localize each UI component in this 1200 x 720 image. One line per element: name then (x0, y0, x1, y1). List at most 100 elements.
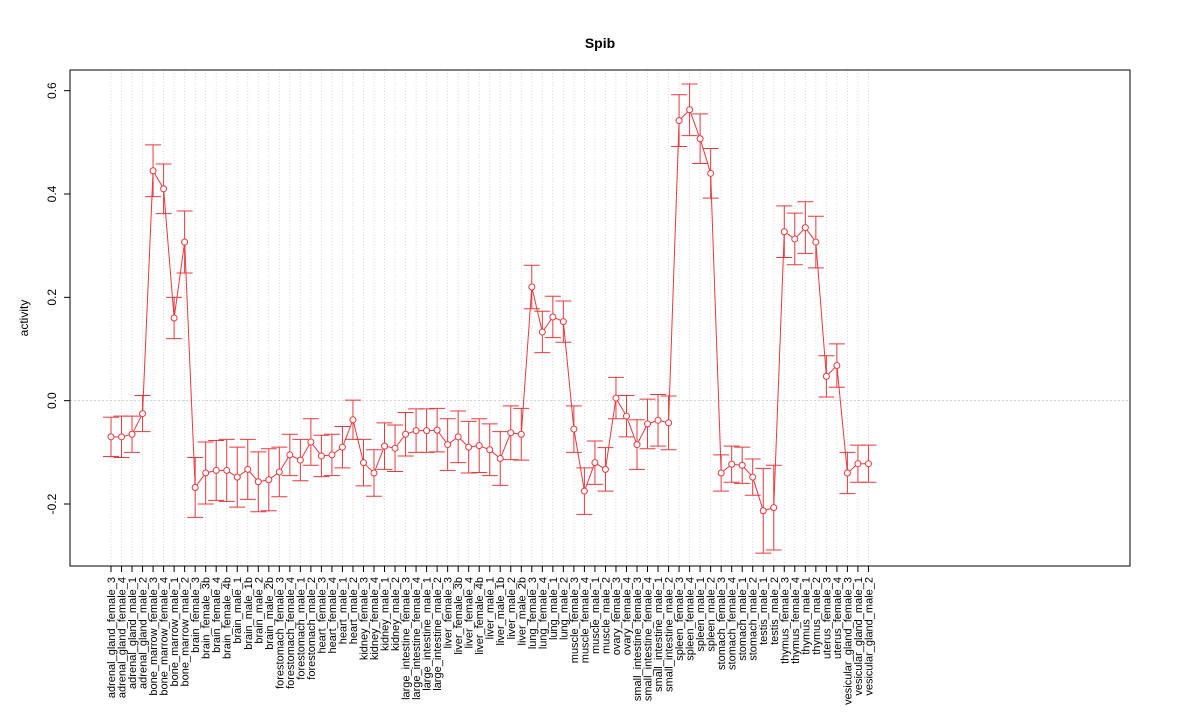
x-tick-label: bone_marrow_male_2 (180, 577, 192, 686)
data-point (538, 328, 546, 336)
x-tick-label: stomach_male_1 (737, 577, 749, 661)
x-tick-label: thymus_male_1 (800, 577, 812, 655)
data-point (275, 468, 283, 476)
data-point (591, 459, 599, 467)
data-point (717, 469, 725, 477)
x-tick-label: forestomach_male_2 (306, 577, 318, 680)
x-tick-label: vesicular_gland_male_2 (863, 577, 875, 696)
data-point (749, 473, 757, 481)
data-point (191, 483, 199, 491)
x-tick-label: spleen_female_3 (674, 577, 686, 661)
data-point (170, 314, 178, 322)
x-tick-label: forestomach_female_3 (274, 577, 286, 689)
data-point (770, 504, 778, 512)
x-tick-label: liver_male_1b (495, 577, 507, 645)
x-tick-label: stomach_female_3 (716, 577, 728, 670)
data-point (160, 185, 168, 193)
data-point (517, 430, 525, 438)
data-point (433, 426, 441, 434)
data-point (633, 441, 641, 449)
x-tick-label: ovary_female_3 (611, 577, 623, 655)
x-tick-label: adrenal_gland_female_3 (106, 577, 118, 698)
x-tick-label: lung_male_2 (558, 577, 570, 640)
x-tick-label: testis_male_1 (758, 577, 770, 645)
x-tick-label: liver_male_2b (516, 577, 528, 645)
x-tick-label: thymus_male_2 (811, 577, 823, 655)
x-tick-label: heart_male_2 (348, 577, 360, 644)
data-point (349, 416, 357, 424)
data-point (139, 410, 147, 418)
y-tick-label: 0.0 (45, 392, 59, 409)
data-point (223, 466, 231, 474)
data-point (665, 419, 673, 427)
data-point (181, 238, 189, 246)
x-tick-label: thymus_female_4 (790, 577, 802, 664)
x-tick-label: ovary_female_4 (621, 577, 633, 655)
x-tick-label: small_intestine_female_3 (632, 577, 644, 701)
data-point (654, 416, 662, 424)
x-tick-label: brain_male_1b (243, 577, 255, 650)
x-tick-label: liver_female_4b (474, 577, 486, 655)
data-point (812, 238, 820, 246)
y-tick-label: 0.6 (45, 82, 59, 99)
x-tick-label: uterus_female_3 (821, 577, 833, 659)
data-point (601, 465, 609, 473)
x-tick-label: small_intestine_male_2 (664, 577, 676, 692)
x-tick-label: brain_female_3b (201, 577, 213, 659)
data-point (570, 425, 578, 433)
x-tick-label: testis_male_2 (769, 577, 781, 645)
x-axis: adrenal_gland_female_3adrenal_gland_fema… (106, 566, 875, 705)
data-point (465, 443, 473, 451)
data-point (728, 460, 736, 468)
data-point (801, 224, 809, 232)
x-tick-label: kidney_female_4 (369, 577, 381, 660)
y-tick-label: 0.4 (45, 185, 59, 202)
data-point (696, 135, 704, 143)
x-tick-label: brain_female_4 (211, 577, 223, 653)
x-tick-label: bone_marrow_female_3 (148, 577, 160, 696)
x-tick-label: brain_male_2 (253, 577, 265, 644)
x-tick-label: lung_male_1 (548, 577, 560, 640)
data-point (738, 461, 746, 469)
data-point (286, 451, 294, 459)
data-point (423, 427, 431, 435)
data-point (707, 169, 715, 177)
x-tick-label: liver_female_3b (453, 577, 465, 655)
x-tick-label: large_intestine_female_4 (411, 577, 423, 700)
x-tick-label: small_intestine_female_4 (643, 577, 655, 701)
data-point (496, 455, 504, 463)
data-point (686, 106, 694, 114)
y-tick-label: -0.2 (45, 493, 59, 514)
data-point (644, 420, 652, 428)
x-tick-label: muscle_male_2 (600, 577, 612, 654)
y-tick-label: 0.2 (45, 289, 59, 306)
data-point (675, 117, 683, 125)
data-point (296, 456, 304, 464)
data-point (370, 469, 378, 477)
x-tick-label: kidney_male_1 (380, 577, 392, 651)
data-point (391, 444, 399, 452)
data-point (412, 427, 420, 435)
data-point (843, 469, 851, 477)
data-point (580, 487, 588, 495)
chart-title: Spib (585, 35, 615, 51)
data-point (307, 438, 315, 446)
data-point (381, 442, 389, 450)
data-point (402, 430, 410, 438)
x-tick-label: large_intestine_male_1 (422, 577, 434, 691)
x-tick-label: brain_male_1 (232, 577, 244, 644)
data-point (864, 460, 872, 468)
x-tick-label: forestomach_male_1 (295, 577, 307, 680)
x-tick-label: spleen_female_4 (685, 577, 697, 661)
x-tick-label: brain_female_3 (190, 577, 202, 653)
data-point (528, 283, 536, 291)
x-tick-label: large_intestine_female_3 (401, 577, 413, 700)
data-point (317, 452, 325, 460)
series-spib (103, 83, 877, 554)
x-tick-label: heart_female_3 (316, 577, 328, 653)
data-point (559, 318, 567, 326)
x-tick-label: heart_male_1 (337, 577, 349, 644)
data-point (759, 507, 767, 515)
plot-frame (69, 69, 1131, 567)
